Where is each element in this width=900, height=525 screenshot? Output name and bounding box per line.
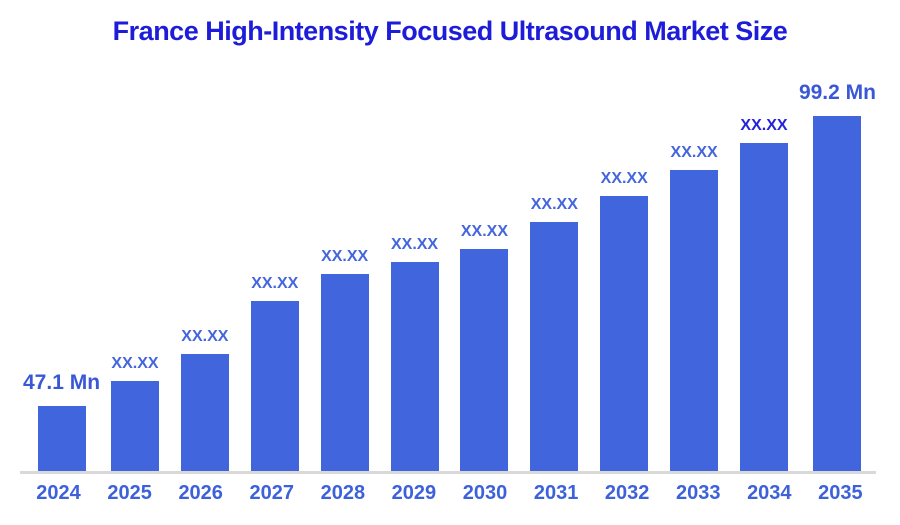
- value-label-2032: XX.XX: [600, 170, 648, 187]
- bar-column-2029: XX.XX: [380, 0, 450, 472]
- bar-column-2025: XX.XX: [100, 0, 170, 472]
- x-tick-label-2027: 2027: [249, 482, 295, 504]
- bar-2024: [37, 406, 86, 472]
- x-tick-label-2031: 2031: [533, 482, 579, 504]
- bar-column-2030: XX.XX: [449, 0, 519, 472]
- x-tick-label-2028: 2028: [320, 482, 366, 504]
- value-label-2024: 47.1 Mn: [23, 371, 101, 394]
- bar-2031: [530, 222, 579, 472]
- bar-column-2032: XX.XX: [589, 0, 659, 472]
- bar-2027: [250, 301, 299, 472]
- bar-2035: [813, 116, 862, 472]
- x-tick-label-2035: 2035: [818, 482, 863, 504]
- x-axis-line: [20, 471, 876, 474]
- bar-column-2024: 47.1 Mn: [23, 0, 100, 472]
- bar-column-2028: XX.XX: [310, 0, 380, 472]
- bar-2030: [460, 249, 509, 472]
- x-tick-label-2026: 2026: [178, 482, 223, 504]
- x-tick-label-2033: 2033: [675, 482, 721, 504]
- chart-title: France High-Intensity Focused Ultrasound…: [112, 16, 788, 46]
- bar-2028: [320, 274, 369, 472]
- value-label-2030: XX.XX: [460, 223, 508, 240]
- value-label-2026: XX.XX: [181, 328, 229, 345]
- bar-2029: [390, 262, 439, 472]
- value-label-2034: XX.XX: [740, 117, 788, 134]
- bar-column-2034: XX.XX: [729, 0, 799, 472]
- bar-column-2031: XX.XX: [519, 0, 589, 472]
- value-label-2028: XX.XX: [321, 248, 369, 265]
- value-label-2029: XX.XX: [390, 236, 439, 253]
- bar-column-2026: XX.XX: [170, 0, 240, 472]
- bar-2026: [180, 354, 229, 472]
- bars-row: 47.1 Mn XX.XX XX.XX XX.XX XX.XX XX.XX XX.XX XX.…: [23, 0, 876, 472]
- value-label-2031: XX.XX: [530, 196, 578, 213]
- x-tick-label-2032: 2032: [604, 482, 650, 504]
- bar-2034: [739, 143, 788, 472]
- bar-2025: [110, 381, 159, 472]
- x-tick-label-2025: 2025: [107, 482, 152, 504]
- x-tick-label-2030: 2030: [462, 482, 508, 504]
- x-tick-label-2034: 2034: [747, 482, 792, 504]
- bar-column-2027: XX.XX: [240, 0, 310, 472]
- x-axis-labels: 2024 2025 2026 2027 2028 2029 2030 2031 2032 2033…: [23, 482, 876, 505]
- bar-2033: [670, 170, 719, 472]
- value-label-2027: XX.XX: [251, 275, 299, 292]
- value-label-2025: XX.XX: [111, 355, 159, 372]
- x-tick-label-2029: 2029: [391, 482, 437, 504]
- value-label-2035: 99.2 Mn: [798, 81, 876, 104]
- bar-2032: [600, 196, 649, 472]
- value-label-2033: XX.XX: [670, 144, 718, 161]
- bar-column-2035: 99.2 Mn: [799, 0, 876, 472]
- bar-column-2033: XX.XX: [659, 0, 729, 472]
- x-tick-label-2024: 2024: [36, 482, 81, 504]
